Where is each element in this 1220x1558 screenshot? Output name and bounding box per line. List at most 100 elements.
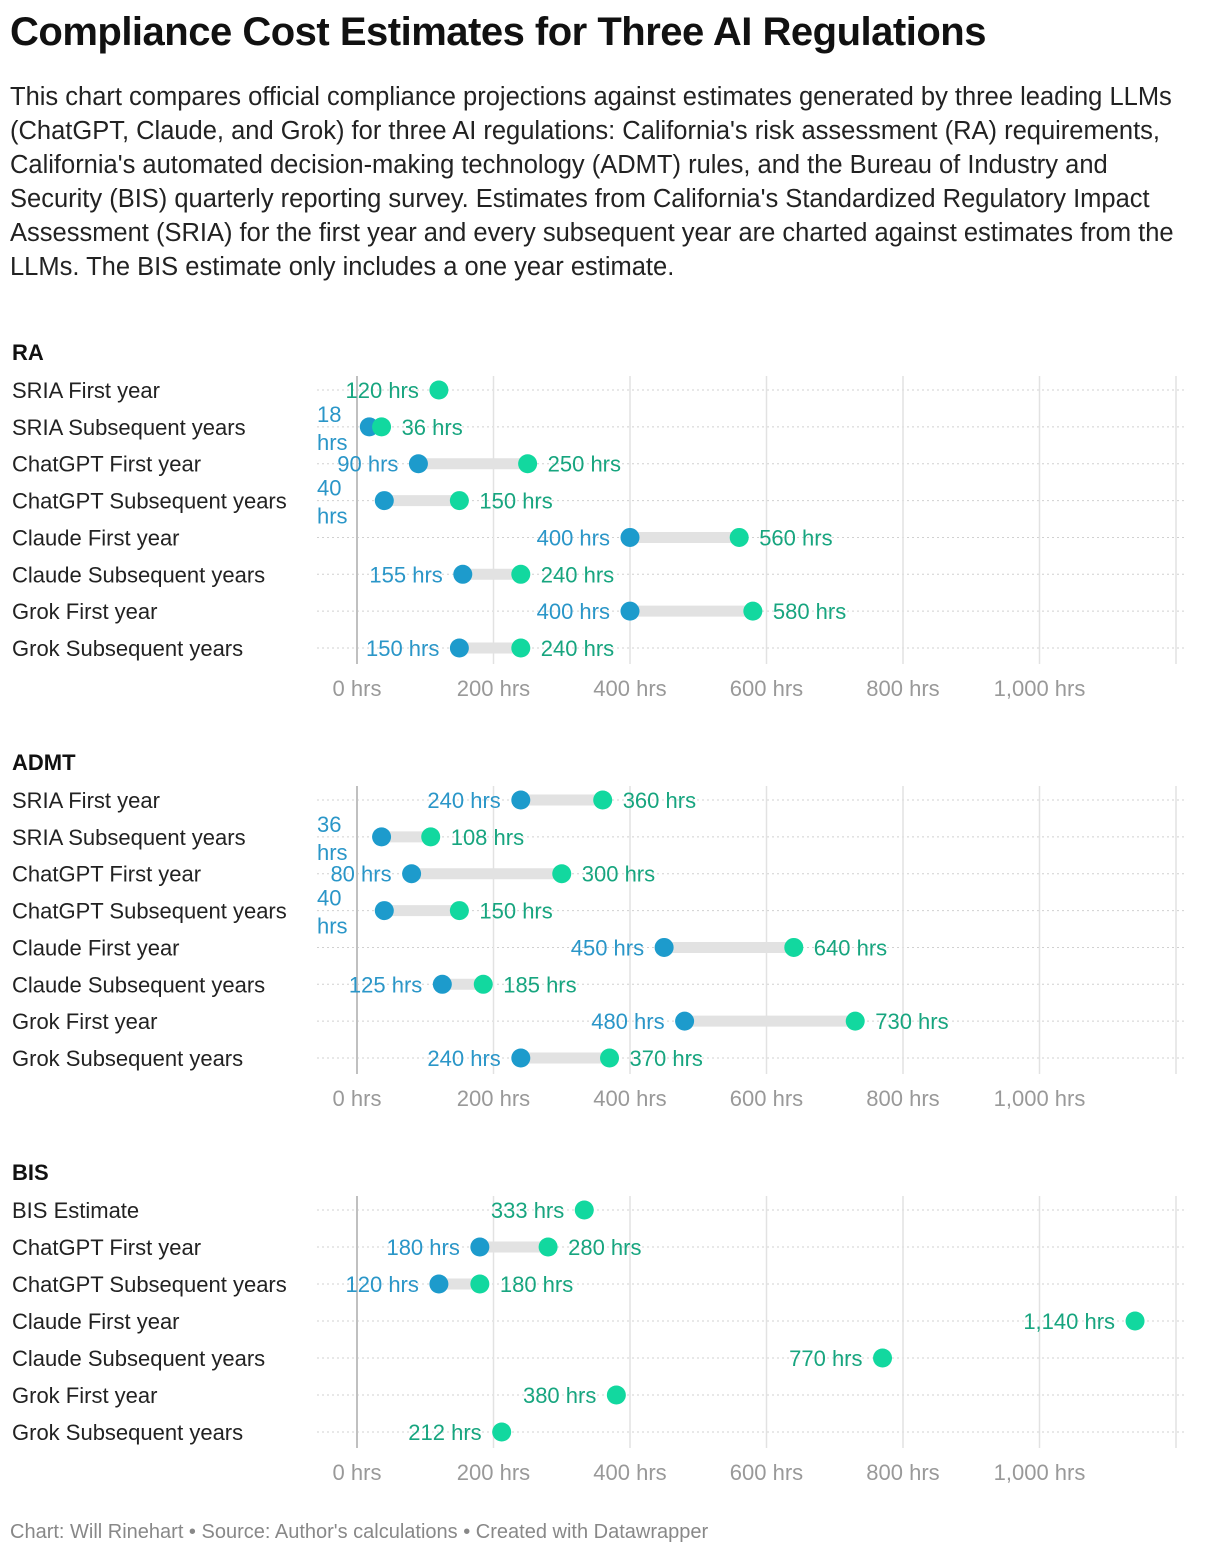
high-estimate-dot xyxy=(784,937,804,957)
value-label: 360 hrs xyxy=(623,788,696,813)
row-label: Grok Subsequent years xyxy=(12,1420,243,1445)
low-estimate-dot xyxy=(429,1274,449,1294)
value-label: 18 xyxy=(317,402,341,427)
value-label: hrs xyxy=(317,504,348,529)
value-label: 212 hrs xyxy=(408,1420,481,1445)
value-label: 400 hrs xyxy=(537,599,610,624)
high-estimate-dot xyxy=(552,864,572,884)
value-label: hrs xyxy=(317,430,348,455)
x-tick-label: 600 hrs xyxy=(730,1460,803,1485)
low-estimate-dot xyxy=(408,454,428,474)
value-label: 185 hrs xyxy=(503,972,576,997)
value-label: 150 hrs xyxy=(366,636,439,661)
x-tick-label: 1,000 hrs xyxy=(994,1460,1086,1485)
low-estimate-dot xyxy=(654,937,674,957)
value-label: 1,140 hrs xyxy=(1023,1309,1115,1334)
value-label: 40 xyxy=(317,886,341,911)
high-estimate-dot xyxy=(1125,1311,1145,1331)
low-estimate-dot xyxy=(432,974,452,994)
value-label: 300 hrs xyxy=(582,862,655,887)
high-estimate-dot xyxy=(429,380,449,400)
low-estimate-dot xyxy=(372,827,392,847)
x-tick-label: 800 hrs xyxy=(866,1460,939,1485)
panel-title: BIS xyxy=(12,1160,49,1185)
chart-description: This chart compares official compliance … xyxy=(10,83,1174,281)
high-estimate-dot xyxy=(729,527,749,547)
low-estimate-dot xyxy=(675,1011,695,1031)
row-label: Claude First year xyxy=(12,525,180,550)
value-label: 125 hrs xyxy=(349,972,422,997)
value-label: 450 hrs xyxy=(571,935,644,960)
high-estimate-dot xyxy=(518,454,538,474)
value-label: 120 hrs xyxy=(346,1272,419,1297)
x-tick-label: 0 hrs xyxy=(333,1086,382,1111)
high-estimate-dot xyxy=(421,827,441,847)
row-label: ChatGPT First year xyxy=(12,1235,201,1260)
value-label: 400 hrs xyxy=(537,525,610,550)
high-estimate-dot xyxy=(606,1385,626,1405)
value-label: 250 hrs xyxy=(548,452,621,477)
value-label: 80 hrs xyxy=(330,862,391,887)
value-label: 240 hrs xyxy=(541,562,614,587)
high-estimate-dot xyxy=(473,974,493,994)
row-label: Grok Subsequent years xyxy=(12,636,243,661)
high-estimate-dot xyxy=(449,901,469,921)
low-estimate-dot xyxy=(374,491,394,511)
chart-footer: Chart: Will Rinehart • Source: Author's … xyxy=(10,1521,709,1543)
high-estimate-dot xyxy=(538,1237,558,1257)
low-estimate-dot xyxy=(453,564,473,584)
value-label: 120 hrs xyxy=(346,378,419,403)
low-estimate-dot xyxy=(511,790,531,810)
low-estimate-dot xyxy=(374,901,394,921)
high-estimate-dot xyxy=(873,1348,893,1368)
value-label: 180 hrs xyxy=(386,1235,459,1260)
x-tick-label: 1,000 hrs xyxy=(994,676,1086,701)
row-label: ChatGPT Subsequent years xyxy=(12,489,287,514)
low-estimate-dot xyxy=(449,638,469,658)
row-label: Claude First year xyxy=(12,1309,180,1334)
high-estimate-dot xyxy=(574,1200,594,1220)
value-label: 108 hrs xyxy=(451,825,524,850)
value-label: 240 hrs xyxy=(427,1046,500,1071)
high-estimate-dot xyxy=(470,1274,490,1294)
x-tick-label: 600 hrs xyxy=(730,676,803,701)
row-label: Claude Subsequent years xyxy=(12,972,265,997)
value-label: hrs xyxy=(317,914,348,939)
high-estimate-dot xyxy=(845,1011,865,1031)
value-label: 180 hrs xyxy=(500,1272,573,1297)
row-label: Grok First year xyxy=(12,1383,157,1408)
low-estimate-dot xyxy=(511,1048,531,1068)
row-label: ChatGPT Subsequent years xyxy=(12,899,287,924)
value-label: hrs xyxy=(317,840,348,865)
x-tick-label: 200 hrs xyxy=(457,1460,530,1485)
row-label: ChatGPT Subsequent years xyxy=(12,1272,287,1297)
row-label: Claude First year xyxy=(12,935,180,960)
value-label: 240 hrs xyxy=(427,788,500,813)
x-tick-label: 0 hrs xyxy=(333,1460,382,1485)
value-label: 40 xyxy=(317,476,341,501)
high-estimate-dot xyxy=(372,417,392,437)
row-label: SRIA First year xyxy=(12,378,160,403)
high-estimate-dot xyxy=(743,601,763,621)
high-estimate-dot xyxy=(593,790,613,810)
value-label: 770 hrs xyxy=(789,1346,862,1371)
row-label: Grok First year xyxy=(12,1009,157,1034)
row-label: ChatGPT First year xyxy=(12,452,201,477)
x-tick-label: 1,000 hrs xyxy=(994,1086,1086,1111)
low-estimate-dot xyxy=(620,527,640,547)
high-estimate-dot xyxy=(511,638,531,658)
value-label: 640 hrs xyxy=(814,935,887,960)
high-estimate-dot xyxy=(449,491,469,511)
row-label: ChatGPT First year xyxy=(12,862,201,887)
row-label: SRIA Subsequent years xyxy=(12,825,246,850)
row-label: Grok First year xyxy=(12,599,157,624)
x-tick-label: 600 hrs xyxy=(730,1086,803,1111)
x-tick-label: 400 hrs xyxy=(593,1460,666,1485)
value-label: 333 hrs xyxy=(491,1198,564,1223)
value-label: 280 hrs xyxy=(568,1235,641,1260)
value-label: 380 hrs xyxy=(523,1383,596,1408)
high-estimate-dot xyxy=(492,1422,512,1442)
value-label: 580 hrs xyxy=(773,599,846,624)
x-tick-label: 200 hrs xyxy=(457,676,530,701)
